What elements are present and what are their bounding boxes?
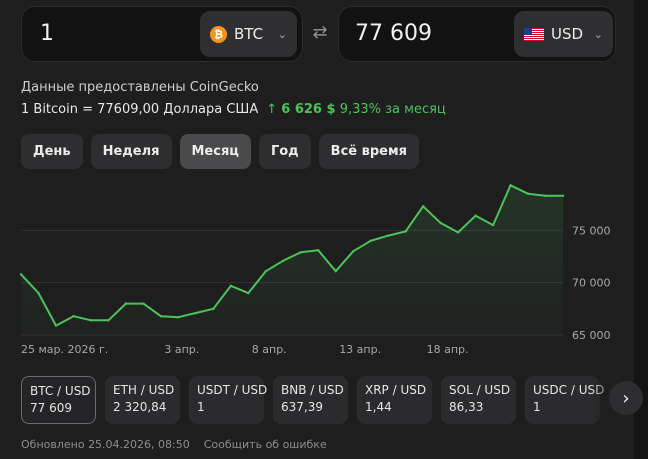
chart-data-point xyxy=(526,192,530,195)
tab-month[interactable]: Месяц xyxy=(179,134,251,169)
tile-price: 77 609 xyxy=(30,401,72,415)
currency-from-select[interactable]: ₿ BTC ⌄ xyxy=(200,11,297,57)
x-tick-label: 18 апр. xyxy=(427,343,469,356)
pair-tiles: BTC / USD 77 609 ETH / USD 2 320,84 USDT… xyxy=(21,376,605,424)
chart-data-point xyxy=(177,316,180,319)
rate-text: 1 Bitcoin = 77609,00 Доллара США xyxy=(21,102,259,117)
chart-data-point xyxy=(229,284,233,288)
tab-all-time[interactable]: Всё время xyxy=(318,134,419,169)
chart-area-fill xyxy=(21,185,563,335)
chart-data-point xyxy=(369,239,372,242)
pair-tile-sol-usd[interactable]: SOL / USD 86,33 xyxy=(441,376,516,424)
chart-data-point xyxy=(509,184,512,187)
chart-data-point xyxy=(474,214,477,217)
chart-data-point xyxy=(159,314,163,318)
amount-to-input[interactable]: 77 609 xyxy=(355,21,432,46)
tab-day[interactable]: День xyxy=(21,134,83,169)
rate-line: 1 Bitcoin = 77609,00 Доллара США ↑ 6 626… xyxy=(21,102,446,117)
pair-tile-eth-usd[interactable]: ETH / USD 2 320,84 xyxy=(105,376,180,424)
pair-tile-xrp-usd[interactable]: XRP / USD 1,44 xyxy=(357,376,432,424)
chevron-right-icon[interactable]: › xyxy=(609,381,643,415)
currency-to-label: USD xyxy=(551,25,584,43)
chart-data-point xyxy=(37,291,40,295)
tab-week[interactable]: Неделя xyxy=(90,134,172,169)
tile-price: 2 320,84 xyxy=(113,400,167,414)
chart-data-point xyxy=(124,302,128,305)
chevron-down-icon: ⌄ xyxy=(593,27,603,41)
swap-icon[interactable]: ⇄ xyxy=(312,22,328,43)
tile-price: 1 xyxy=(197,400,205,414)
page-edge xyxy=(634,0,648,459)
chart-data-point xyxy=(386,234,390,237)
tab-year[interactable]: Год xyxy=(258,134,311,169)
tile-price: 86,33 xyxy=(449,400,484,414)
y-tick-label: 65 000 xyxy=(572,329,611,342)
change-absolute: 6 626 $ xyxy=(281,102,336,117)
report-error-link[interactable]: Сообщить об ошибке xyxy=(203,438,327,451)
currency-from-label: BTC xyxy=(234,25,264,43)
pair-tile-btc-usd[interactable]: BTC / USD 77 609 xyxy=(21,376,96,424)
chart-data-point xyxy=(247,291,250,295)
tile-pair: XRP / USD xyxy=(365,383,427,397)
chart-data-point xyxy=(561,194,565,197)
tile-pair: USDT / USD xyxy=(197,383,268,397)
chart-data-point xyxy=(54,324,58,327)
footer: Обновлено 25.04.2026, 08:50 Сообщить об … xyxy=(21,438,327,451)
chart-data-point xyxy=(194,311,198,315)
chart-data-point xyxy=(404,230,407,233)
tile-pair: USDC / USD xyxy=(533,383,605,397)
bitcoin-icon: ₿ xyxy=(210,25,227,43)
x-tick-label: 8 апр. xyxy=(252,343,287,356)
currency-to-select[interactable]: USD ⌄ xyxy=(514,11,613,57)
tile-pair: BNB / USD xyxy=(281,383,344,397)
price-chart[interactable]: 65 000 70 000 75 000 25 мар. 2026 г. 3 апр.… xyxy=(0,170,634,358)
tile-pair: ETH / USD xyxy=(113,383,175,397)
chart-data-point xyxy=(299,251,302,254)
tile-price: 1 xyxy=(533,400,541,414)
chart-data-point xyxy=(421,205,425,208)
chart-data-point xyxy=(107,319,110,322)
amount-from-input[interactable]: 1 xyxy=(40,21,54,46)
pair-tile-usdc-usd[interactable]: USDC / USD 1 xyxy=(525,376,605,424)
tile-pair: SOL / USD xyxy=(449,383,511,397)
chart-series-line xyxy=(20,184,563,327)
chart-data-point xyxy=(351,250,355,253)
chevron-down-icon: ⌄ xyxy=(277,27,287,41)
data-source-text: Данные предоставлены CoinGecko xyxy=(21,80,259,95)
chart-data-point xyxy=(491,223,495,227)
chart-data-point xyxy=(317,249,320,252)
chart-data-point xyxy=(89,319,93,322)
arrow-up-icon: ↑ xyxy=(266,102,278,117)
y-tick-label: 75 000 xyxy=(572,224,611,237)
change-percent: 9,33% xyxy=(339,102,381,117)
chart-data-point xyxy=(334,269,337,273)
chart-data-point xyxy=(456,231,460,234)
us-flag-icon xyxy=(524,27,544,41)
change-indicator: ↑ 6 626 $ 9,33% за месяц xyxy=(266,102,446,117)
chart-data-point xyxy=(212,307,215,311)
chart-data-point xyxy=(19,273,23,276)
chart-data-point xyxy=(72,314,75,318)
pair-tile-bnb-usd[interactable]: BNB / USD 637,39 xyxy=(273,376,348,424)
tile-pair: BTC / USD xyxy=(30,384,91,398)
chart-data-point xyxy=(282,259,285,262)
pair-tile-usdt-usd[interactable]: USDT / USD 1 xyxy=(189,376,268,424)
tile-price: 1,44 xyxy=(365,400,392,414)
x-tick-label: 25 мар. 2026 г. xyxy=(21,343,108,356)
chart-data-point xyxy=(142,302,145,305)
chart-data-point xyxy=(264,269,267,273)
amount-to-field[interactable]: 77 609 USD ⌄ xyxy=(338,6,616,62)
updated-timestamp: Обновлено 25.04.2026, 08:50 xyxy=(21,438,190,451)
amount-from-field[interactable]: 1 ₿ BTC ⌄ xyxy=(21,6,303,62)
x-tick-label: 3 апр. xyxy=(164,343,199,356)
chart-data-point xyxy=(544,194,547,197)
tile-price: 637,39 xyxy=(281,400,323,414)
y-tick-label: 70 000 xyxy=(572,277,611,290)
x-tick-label: 13 апр. xyxy=(339,343,381,356)
chart-data-point xyxy=(439,221,442,225)
period-tabs: День Неделя Месяц Год Всё время xyxy=(21,134,419,169)
change-period: за месяц xyxy=(385,102,446,117)
